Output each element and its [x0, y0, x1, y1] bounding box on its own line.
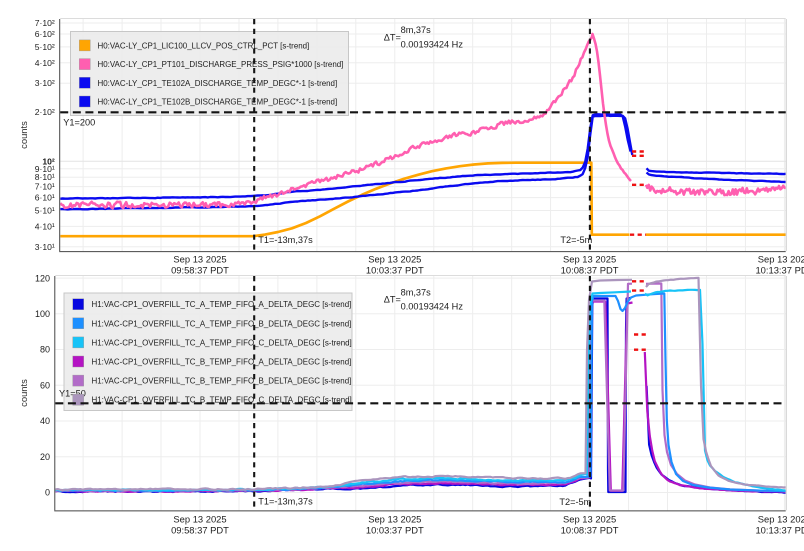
svg-text:T2=-5m: T2=-5m [559, 497, 591, 507]
svg-text:80: 80 [40, 345, 50, 355]
svg-text:6·10²: 6·10² [35, 29, 55, 39]
svg-text:4·10¹: 4·10¹ [35, 221, 55, 231]
svg-text:60: 60 [40, 381, 50, 391]
svg-text:Sep 13 2025: Sep 13 2025 [563, 513, 616, 524]
svg-text:40: 40 [40, 416, 50, 426]
svg-text:T1=-13m,37s: T1=-13m,37s [258, 235, 313, 245]
svg-text:8m,37s: 8m,37s [401, 288, 432, 298]
svg-text:10:08:37 PDT: 10:08:37 PDT [561, 265, 619, 276]
svg-text:0.00193424 Hz: 0.00193424 Hz [401, 39, 464, 49]
svg-text:120: 120 [35, 273, 50, 283]
svg-text:ΔT=: ΔT= [384, 32, 401, 42]
svg-text:Sep 13 2025: Sep 13 2025 [563, 253, 616, 264]
svg-text:H1:VAC-CP1_OVERFILL_TC_B_TEMP_: H1:VAC-CP1_OVERFILL_TC_B_TEMP_FIFO_B_DEL… [92, 377, 352, 386]
svg-text:6·10¹: 6·10¹ [35, 193, 55, 203]
svg-text:4·10²: 4·10² [35, 58, 55, 68]
svg-text:H0:VAC-LY_CP1_TE102A_DISCHARGE: H0:VAC-LY_CP1_TE102A_DISCHARGE_TEMP_DEGC… [98, 79, 338, 88]
svg-text:H1:VAC-CP1_OVERFILL_TC_A_TEMP_: H1:VAC-CP1_OVERFILL_TC_A_TEMP_FIFO_A_DEL… [92, 300, 352, 309]
svg-text:Sep 13 2025: Sep 13 2025 [758, 253, 804, 264]
svg-text:T1=-13m,37s: T1=-13m,37s [258, 496, 313, 506]
svg-text:counts: counts [18, 379, 29, 407]
svg-text:Sep 13 2025: Sep 13 2025 [173, 253, 226, 264]
svg-text:0.00193424 Hz: 0.00193424 Hz [401, 302, 464, 312]
svg-text:100: 100 [35, 309, 50, 319]
svg-text:Y1=200: Y1=200 [63, 118, 95, 128]
svg-text:3·10¹: 3·10¹ [35, 242, 55, 252]
svg-text:0: 0 [45, 488, 50, 498]
svg-text:Sep 13 2025: Sep 13 2025 [368, 513, 421, 524]
svg-text:5·10¹: 5·10¹ [35, 206, 55, 216]
svg-text:ΔT=: ΔT= [384, 295, 401, 305]
svg-text:H1:VAC-CP1_OVERFILL_TC_B_TEMP_: H1:VAC-CP1_OVERFILL_TC_B_TEMP_FIFO_A_DEL… [92, 358, 352, 367]
svg-text:H0:VAC-LY_CP1_LIC100_LLCV_POS_: H0:VAC-LY_CP1_LIC100_LLCV_POS_CTRL_PCT [… [98, 41, 310, 50]
svg-text:Sep 13 2025: Sep 13 2025 [173, 513, 226, 524]
svg-text:H1:VAC-CP1_OVERFILL_TC_A_TEMP_: H1:VAC-CP1_OVERFILL_TC_A_TEMP_FIFO_B_DEL… [92, 319, 352, 328]
svg-text:7·10¹: 7·10¹ [35, 182, 55, 192]
svg-text:5·10²: 5·10² [35, 42, 55, 52]
svg-text:H1:VAC-CP1_OVERFILL_TC_A_TEMP_: H1:VAC-CP1_OVERFILL_TC_A_TEMP_FIFO_C_DEL… [92, 338, 352, 347]
svg-text:10:08:37 PDT: 10:08:37 PDT [561, 525, 619, 536]
svg-text:10:13:37 PDT: 10:13:37 PDT [755, 525, 804, 536]
svg-text:8m,37s: 8m,37s [401, 25, 432, 35]
svg-text:counts: counts [18, 121, 29, 149]
svg-text:3·10²: 3·10² [35, 78, 55, 88]
svg-text:7·10²: 7·10² [35, 18, 55, 28]
svg-text:10:13:37 PDT: 10:13:37 PDT [755, 265, 804, 276]
svg-text:H0:VAC-LY_CP1_PT101_DISCHARGE_: H0:VAC-LY_CP1_PT101_DISCHARGE_PRESS_PSIG… [98, 60, 344, 69]
svg-text:09:58:37 PDT: 09:58:37 PDT [171, 265, 229, 276]
svg-text:T2=-5m: T2=-5m [560, 235, 592, 245]
svg-text:20: 20 [40, 452, 50, 462]
svg-text:Sep 13 2025: Sep 13 2025 [368, 253, 421, 264]
svg-text:9·10¹: 9·10¹ [35, 164, 55, 174]
svg-text:H0:VAC-LY_CP1_TE102B_DISCHARGE: H0:VAC-LY_CP1_TE102B_DISCHARGE_TEMP_DEGC… [98, 98, 338, 107]
svg-text:8·10¹: 8·10¹ [35, 172, 55, 182]
svg-text:10:03:37 PDT: 10:03:37 PDT [366, 525, 424, 536]
svg-text:2·10²: 2·10² [35, 107, 55, 117]
svg-text:10:03:37 PDT: 10:03:37 PDT [366, 265, 424, 276]
svg-text:Y1=50: Y1=50 [59, 388, 86, 398]
svg-text:H1:VAC-CP1_OVERFILL_TC_B_TEMP_: H1:VAC-CP1_OVERFILL_TC_B_TEMP_FIFO_C_DEL… [92, 396, 352, 405]
svg-text:10²: 10² [42, 156, 55, 166]
svg-text:09:58:37 PDT: 09:58:37 PDT [171, 525, 229, 536]
svg-text:Sep 13 2025: Sep 13 2025 [758, 513, 804, 524]
